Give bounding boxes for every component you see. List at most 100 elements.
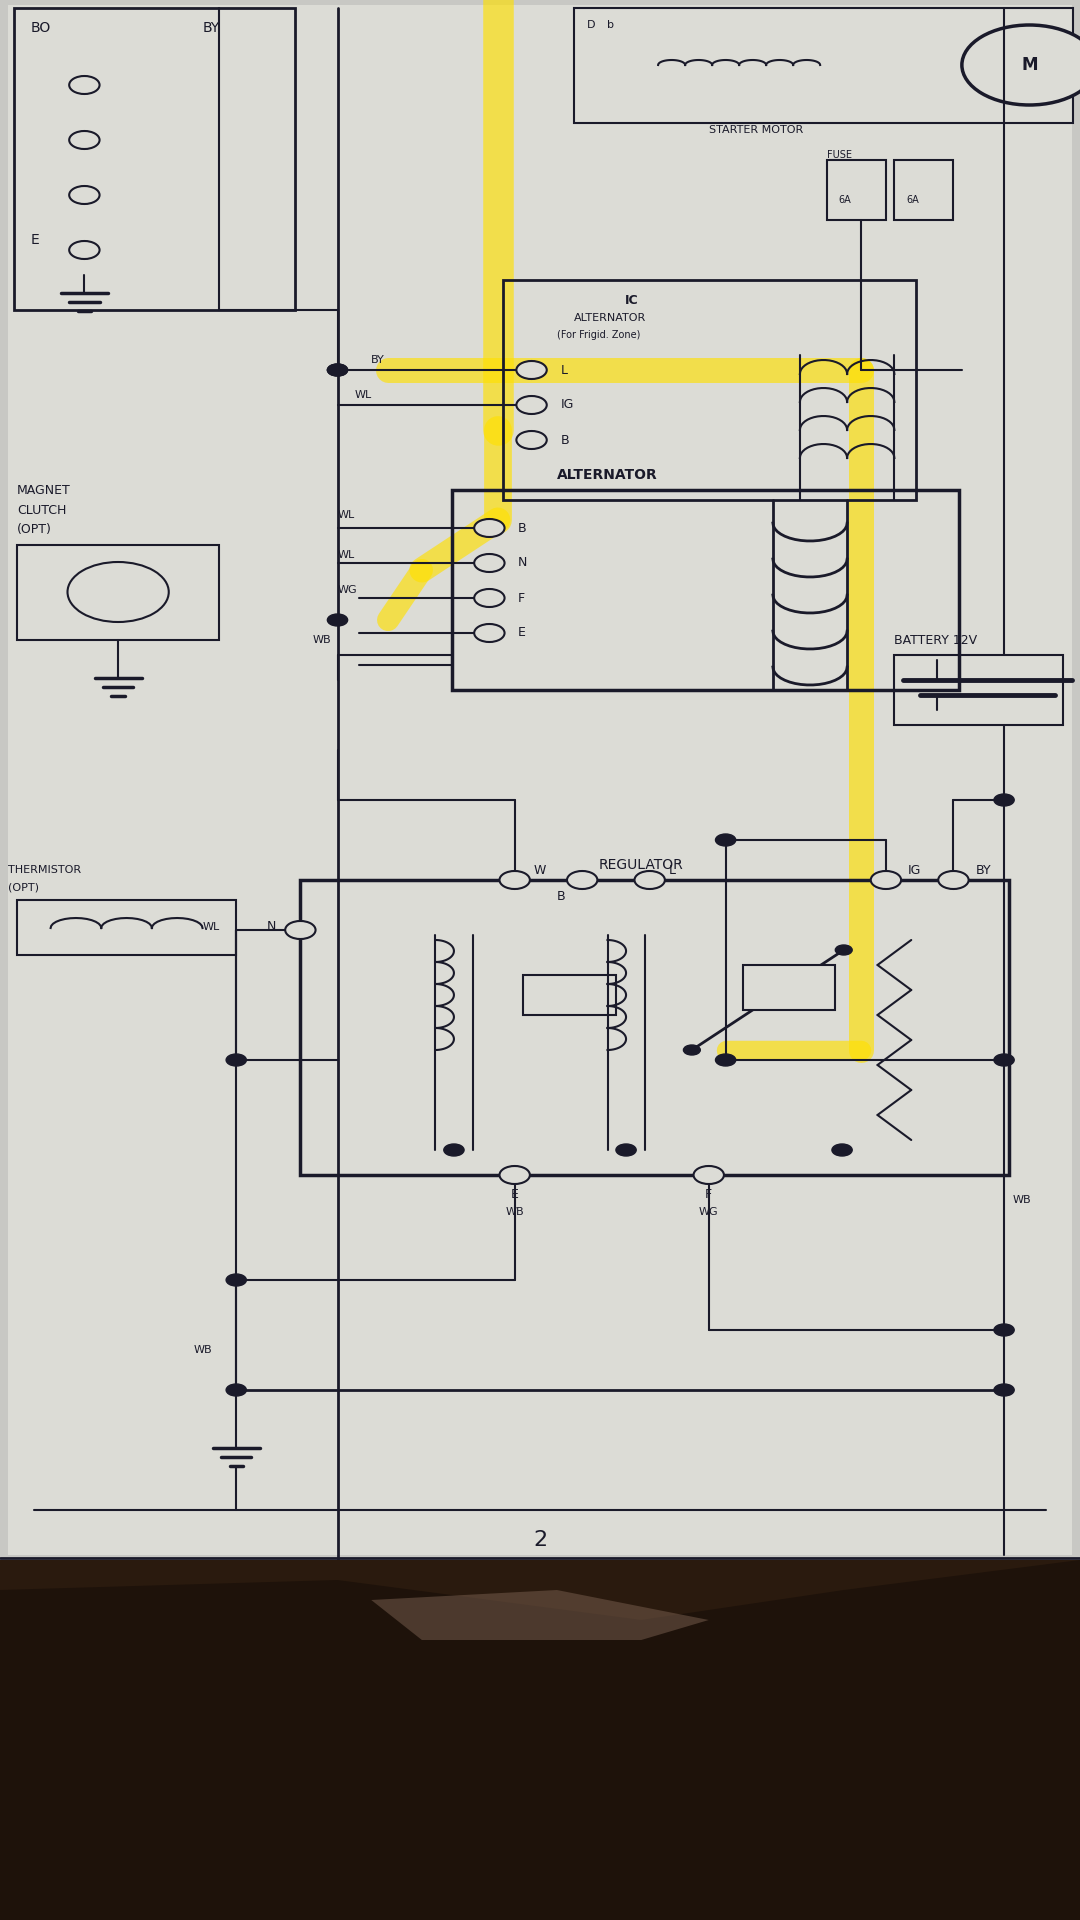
- Text: L: L: [669, 864, 675, 877]
- Text: N: N: [267, 920, 276, 933]
- Circle shape: [226, 1054, 246, 1066]
- Text: WG: WG: [337, 586, 357, 595]
- Text: WL: WL: [203, 922, 219, 931]
- Text: D: D: [588, 19, 596, 31]
- Circle shape: [994, 1325, 1014, 1336]
- Text: BO: BO: [30, 21, 51, 35]
- Circle shape: [962, 25, 1080, 106]
- Bar: [523, 975, 616, 1016]
- Text: IG: IG: [561, 399, 573, 411]
- Bar: [300, 879, 1009, 1175]
- Text: IG: IG: [908, 864, 921, 877]
- Text: CLUTCH: CLUTCH: [17, 503, 66, 516]
- Circle shape: [516, 361, 546, 378]
- Circle shape: [444, 1144, 464, 1156]
- Text: B: B: [561, 434, 569, 447]
- Text: WL: WL: [354, 390, 372, 399]
- Bar: [17, 900, 237, 954]
- Text: THERMISTOR: THERMISTOR: [9, 866, 82, 876]
- Text: BY: BY: [975, 864, 991, 877]
- Text: E: E: [518, 626, 526, 639]
- Circle shape: [327, 365, 348, 376]
- Circle shape: [67, 563, 168, 622]
- Text: (OPT): (OPT): [17, 524, 52, 536]
- Circle shape: [226, 1384, 246, 1396]
- Circle shape: [69, 242, 99, 259]
- Bar: [894, 655, 1063, 726]
- Text: 6A: 6A: [906, 196, 919, 205]
- Polygon shape: [372, 1590, 708, 1640]
- Text: ALTERNATOR: ALTERNATOR: [557, 468, 658, 482]
- Text: L: L: [561, 363, 567, 376]
- Circle shape: [715, 1054, 735, 1066]
- Text: 6A: 6A: [839, 196, 851, 205]
- Text: W: W: [534, 864, 545, 877]
- Text: WG: WG: [699, 1208, 718, 1217]
- Circle shape: [499, 872, 530, 889]
- Text: M: M: [1021, 56, 1038, 75]
- Text: FUSE: FUSE: [827, 150, 852, 159]
- Text: STARTER MOTOR: STARTER MOTOR: [708, 125, 804, 134]
- Text: B: B: [557, 889, 566, 902]
- Text: WL: WL: [337, 549, 354, 561]
- Circle shape: [994, 795, 1014, 806]
- Circle shape: [516, 430, 546, 449]
- Circle shape: [715, 833, 735, 847]
- Text: BY: BY: [203, 21, 219, 35]
- Text: REGULATOR: REGULATOR: [599, 858, 684, 872]
- Polygon shape: [0, 1559, 1080, 1920]
- Circle shape: [474, 589, 504, 607]
- Text: IC: IC: [624, 294, 638, 307]
- Text: B: B: [518, 522, 527, 534]
- Bar: [894, 159, 954, 221]
- Circle shape: [69, 77, 99, 94]
- Circle shape: [635, 872, 665, 889]
- Circle shape: [516, 396, 546, 415]
- Circle shape: [832, 1144, 852, 1156]
- Text: WB: WB: [505, 1208, 524, 1217]
- Bar: [0, 1559, 1080, 1920]
- Circle shape: [69, 131, 99, 150]
- Bar: [503, 280, 916, 499]
- Bar: [453, 490, 959, 689]
- Text: WL: WL: [337, 511, 354, 520]
- Circle shape: [835, 945, 852, 954]
- Bar: [827, 159, 886, 221]
- Text: BATTERY 12V: BATTERY 12V: [894, 634, 977, 647]
- Text: (For Frigid. Zone): (For Frigid. Zone): [557, 330, 640, 340]
- Circle shape: [616, 1144, 636, 1156]
- Text: F: F: [518, 591, 525, 605]
- Circle shape: [939, 872, 969, 889]
- Circle shape: [327, 614, 348, 626]
- Text: MAGNET: MAGNET: [17, 484, 70, 497]
- Text: WB: WB: [312, 636, 330, 645]
- Circle shape: [285, 922, 315, 939]
- Text: E: E: [30, 232, 39, 248]
- Text: b: b: [607, 19, 615, 31]
- Circle shape: [226, 1275, 246, 1286]
- Circle shape: [499, 1165, 530, 1185]
- Circle shape: [474, 555, 504, 572]
- Text: E: E: [511, 1188, 518, 1202]
- Circle shape: [327, 365, 348, 376]
- Bar: [743, 966, 835, 1010]
- Text: N: N: [518, 557, 527, 570]
- Circle shape: [474, 624, 504, 641]
- Circle shape: [994, 1384, 1014, 1396]
- Circle shape: [994, 1054, 1014, 1066]
- Circle shape: [474, 518, 504, 538]
- Circle shape: [870, 872, 901, 889]
- Text: (OPT): (OPT): [9, 883, 40, 893]
- Circle shape: [69, 186, 99, 204]
- Text: WB: WB: [1013, 1194, 1031, 1206]
- Text: F: F: [705, 1188, 713, 1202]
- Circle shape: [684, 1044, 700, 1054]
- Bar: [573, 8, 1074, 123]
- Text: BY: BY: [372, 355, 384, 365]
- Circle shape: [567, 872, 597, 889]
- Text: ALTERNATOR: ALTERNATOR: [573, 313, 646, 323]
- Bar: [17, 545, 219, 639]
- Text: WB: WB: [194, 1346, 213, 1356]
- Text: 2: 2: [532, 1530, 548, 1549]
- Bar: [13, 8, 295, 309]
